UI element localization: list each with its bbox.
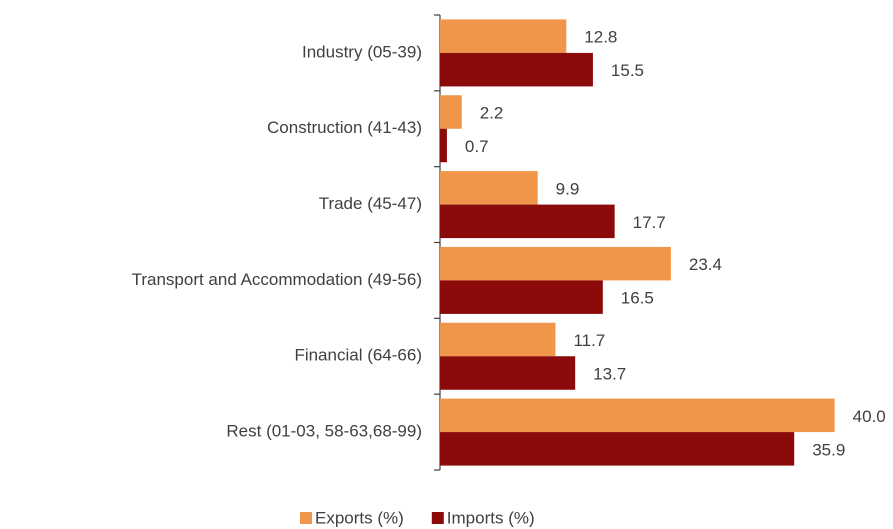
bar <box>440 246 671 281</box>
data-label: 11.7 <box>573 331 605 350</box>
bar <box>440 171 538 205</box>
bar <box>440 19 567 53</box>
bar <box>440 280 603 314</box>
legend-swatch <box>300 512 312 524</box>
category-label: Industry (05-39) <box>302 42 422 61</box>
bar <box>440 398 835 433</box>
data-label: 2.2 <box>480 103 504 122</box>
category-label: Rest (01-03, 58-63,68-99) <box>226 422 422 441</box>
bar <box>440 128 447 163</box>
category-label: Construction (41-43) <box>267 118 422 137</box>
bar <box>440 322 556 357</box>
bar <box>440 356 576 390</box>
bar <box>440 52 593 87</box>
data-label: 23.4 <box>689 255 722 274</box>
data-label: 13.7 <box>593 364 626 383</box>
bar <box>440 95 462 129</box>
data-label: 16.5 <box>621 289 654 308</box>
bar <box>440 432 795 466</box>
legend-swatch <box>431 512 444 524</box>
data-label: 17.7 <box>633 213 666 232</box>
data-label: 35.9 <box>812 440 845 459</box>
data-label: 12.8 <box>584 28 617 47</box>
data-label: 0.7 <box>465 137 489 156</box>
data-label: 40.0 <box>853 407 886 426</box>
category-label: Trade (45-47) <box>319 194 422 213</box>
legend-label: Imports (%) <box>447 508 535 527</box>
data-label: 9.9 <box>556 179 580 198</box>
legend-label: Exports (%) <box>315 508 404 527</box>
data-label: 15.5 <box>611 61 644 80</box>
category-label: Financial (64-66) <box>294 346 422 365</box>
category-label: Transport and Accommodation (49-56) <box>132 270 422 289</box>
bar <box>440 204 615 239</box>
